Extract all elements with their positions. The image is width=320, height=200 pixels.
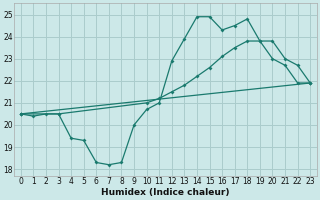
X-axis label: Humidex (Indice chaleur): Humidex (Indice chaleur) bbox=[101, 188, 230, 197]
